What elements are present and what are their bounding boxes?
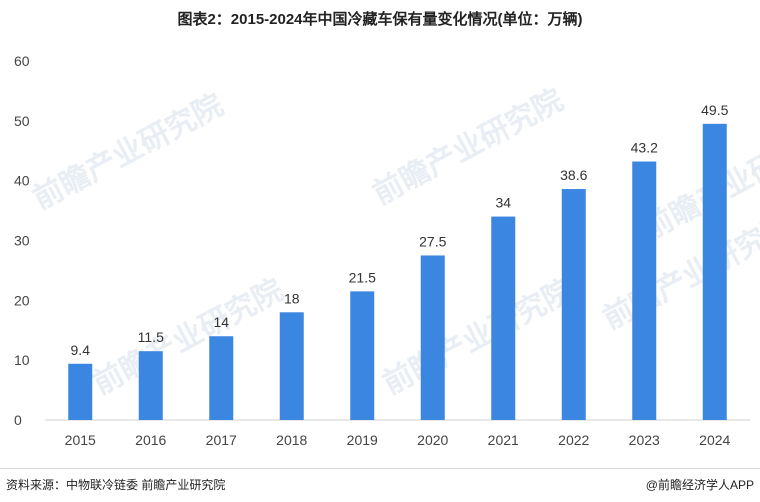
data-label: 14 (213, 314, 229, 330)
x-tick-label: 2020 (417, 432, 448, 448)
x-tick-label: 2017 (206, 432, 237, 448)
data-label: 38.6 (560, 167, 587, 183)
x-tick-label: 2024 (699, 432, 730, 448)
bar (279, 312, 304, 420)
watermark-text: 前瞻产业研究院 (377, 273, 578, 402)
y-tick-label: 30 (14, 233, 30, 249)
source-note: 资料来源：中物联冷链委 前瞻产业研究院 (6, 478, 226, 492)
data-label: 9.4 (71, 342, 91, 358)
bar (491, 216, 516, 420)
watermark-text: 前瞻产业研究院 (367, 83, 568, 212)
data-label: 27.5 (419, 233, 446, 249)
data-label: 43.2 (631, 140, 658, 156)
bar (350, 291, 375, 420)
bar (561, 189, 586, 420)
data-label: 11.5 (138, 329, 164, 345)
y-tick-label: 0 (14, 412, 22, 428)
x-tick-label: 2021 (488, 432, 519, 448)
data-label: 34 (495, 195, 511, 211)
bar (138, 351, 163, 420)
bar (632, 161, 657, 420)
x-tick-label: 2019 (347, 432, 378, 448)
watermark-text: 前瞻产业研究院 (87, 273, 288, 402)
x-tick-label: 2015 (65, 432, 96, 448)
x-tick-label: 2023 (629, 432, 660, 448)
footer-divider (0, 468, 760, 469)
x-tick-label: 2018 (276, 432, 307, 448)
bar (68, 363, 93, 420)
bar (209, 336, 234, 420)
y-tick-label: 40 (14, 173, 30, 189)
watermark-text: 前瞻产业研究院 (27, 88, 228, 217)
data-label: 49.5 (701, 102, 728, 118)
data-label: 21.5 (349, 269, 376, 285)
y-tick-label: 20 (14, 292, 30, 308)
y-tick-label: 60 (14, 53, 30, 69)
bar (702, 123, 727, 420)
y-tick-label: 50 (14, 113, 30, 129)
chart-title: 图表2：2015-2024年中国冷藏车保有量变化情况(单位：万辆) (177, 11, 583, 28)
data-label: 18 (284, 290, 300, 306)
x-tick-label: 2016 (135, 432, 166, 448)
brand-note: @前瞻经济学人APP (645, 478, 754, 492)
bar (420, 255, 445, 420)
x-tick-label: 2022 (558, 432, 589, 448)
y-tick-label: 10 (14, 352, 30, 368)
